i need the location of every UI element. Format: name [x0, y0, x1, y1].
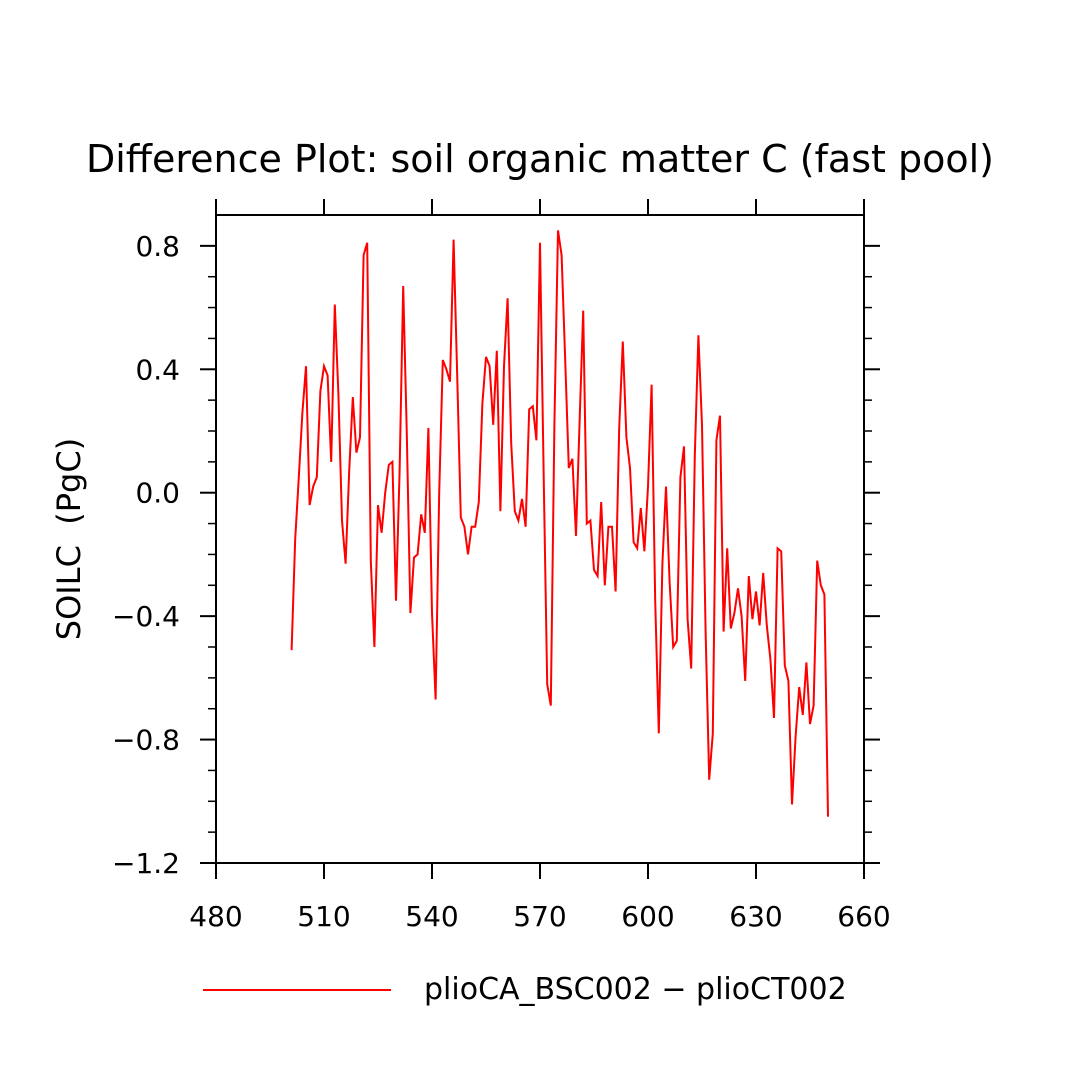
legend: plioCA_BSC002 − plioCT002 [203, 972, 847, 1007]
y-tick-label: 0.0 [135, 477, 180, 510]
x-tick-labels: 480 510 540 570 600 630 660 [189, 900, 890, 933]
y-tick-label: 0.4 [135, 353, 180, 386]
x-tick-label: 480 [189, 900, 242, 933]
y-tick-label: 0.8 [135, 230, 180, 263]
plot-area: 480 510 540 570 600 630 660 −1.2 −0.8 −0.4 0.0 0.4… [112, 199, 891, 933]
y-tick-label: −0.8 [112, 724, 180, 757]
y-tick-label: −1.2 [112, 847, 180, 880]
x-tick-label: 600 [621, 900, 674, 933]
x-tick-label: 540 [405, 900, 458, 933]
x-tick-label: 630 [729, 900, 782, 933]
x-tick-label: 510 [297, 900, 350, 933]
plot-frame [215, 214, 865, 864]
y-axis-label: SOILC (PgC) [50, 438, 88, 640]
y-tick-label: −0.4 [112, 600, 180, 633]
chart-title: Difference Plot: soil organic matter C (… [86, 137, 994, 181]
series-line [290, 230, 829, 817]
axis-ticks [200, 199, 880, 879]
x-tick-label: 660 [837, 900, 890, 933]
x-tick-label: 570 [513, 900, 566, 933]
y-tick-labels: −1.2 −0.8 −0.4 0.0 0.4 0.8 [112, 230, 180, 880]
legend-label: plioCA_BSC002 − plioCT002 [424, 972, 847, 1007]
